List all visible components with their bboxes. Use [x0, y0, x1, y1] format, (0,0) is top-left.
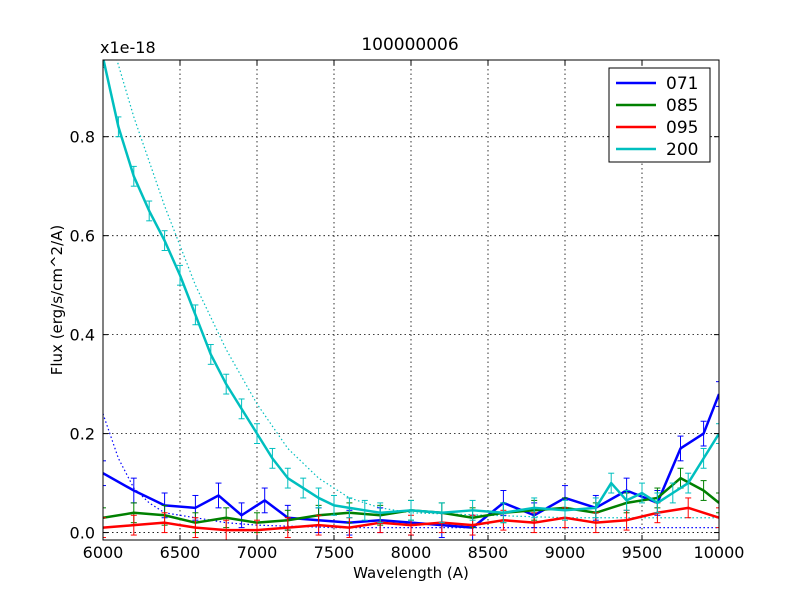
y-tick-label: 0.2	[70, 425, 95, 444]
y-offset-label: x1e-18	[100, 38, 156, 57]
x-tick-label: 7000	[237, 543, 278, 562]
model-curve	[103, 413, 719, 529]
legend-label: 095	[666, 118, 698, 138]
legend-label: 071	[666, 74, 698, 94]
y-axis-label: Flux (erg/s/cm^2/A)	[48, 225, 66, 376]
x-tick-label: 8000	[391, 543, 432, 562]
x-tick-label: 10000	[694, 543, 745, 562]
x-tick-label: 9000	[545, 543, 586, 562]
series-line	[103, 506, 719, 532]
legend-label: 200	[666, 140, 698, 160]
x-tick-label: 6500	[160, 543, 201, 562]
x-tick-label: 8500	[468, 543, 509, 562]
series-095	[103, 497, 719, 540]
axis-ticks: 6000 6500 7000 7500 8000 8500 9000 9500 10000 0.0…	[70, 60, 745, 562]
data-series	[103, 60, 719, 540]
x-tick-label: 7500	[314, 543, 355, 562]
x-tick-label: 6000	[83, 543, 124, 562]
legend-label: 085	[666, 96, 698, 116]
y-tick-label: 0.6	[70, 227, 95, 246]
series-200	[103, 60, 719, 524]
chart-title: 100000006	[361, 35, 458, 55]
model-curves	[103, 60, 719, 529]
y-tick-label: 0.0	[70, 524, 95, 543]
x-axis-label: Wavelength (A)	[353, 564, 469, 582]
series-line	[103, 60, 719, 515]
x-tick-label: 9500	[622, 543, 663, 562]
y-tick-label: 0.4	[70, 326, 95, 345]
y-tick-label: 0.8	[70, 128, 95, 147]
